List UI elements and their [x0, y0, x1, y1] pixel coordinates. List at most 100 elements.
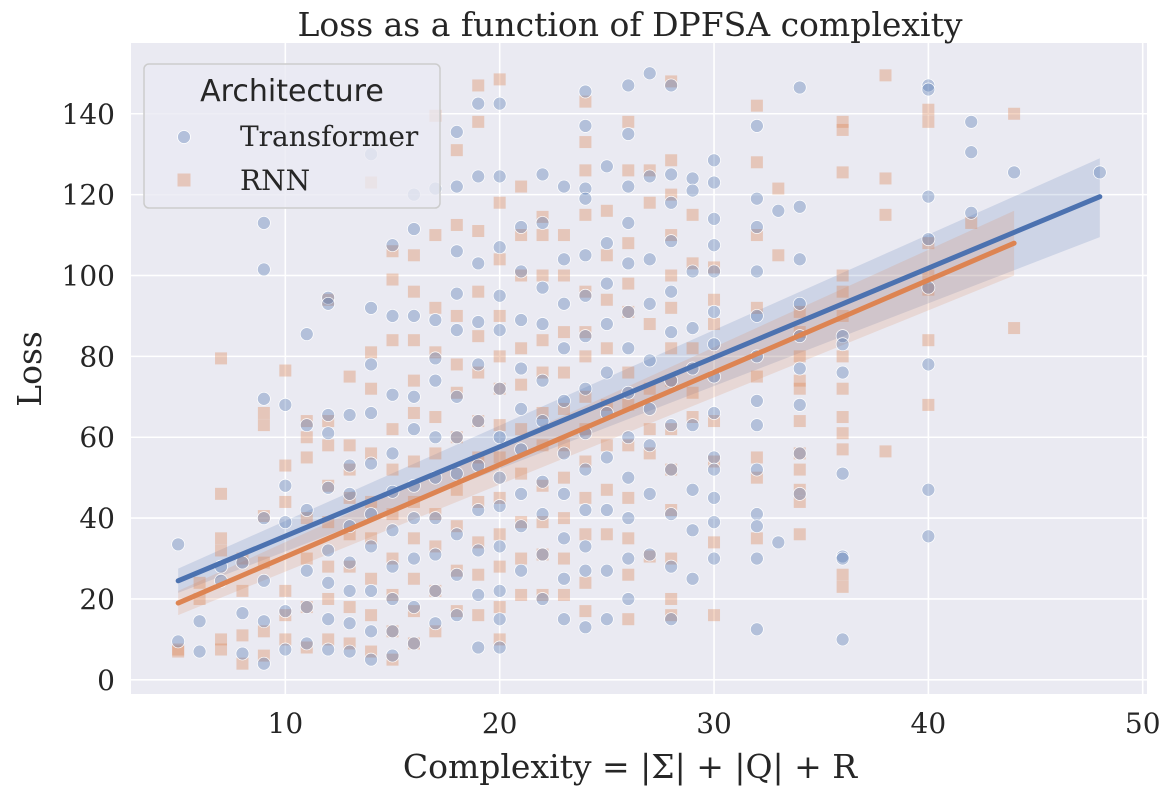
rnn-point	[622, 366, 635, 379]
rnn-point	[429, 540, 442, 553]
transformer-point	[342, 486, 357, 501]
transformer-point	[578, 119, 593, 133]
transformer-point	[535, 547, 550, 562]
rnn-point	[472, 225, 485, 238]
rnn-point	[300, 451, 313, 464]
transformer-point	[707, 212, 721, 226]
rnn-point	[686, 208, 699, 221]
rnn-point	[922, 115, 935, 128]
rnn-point	[579, 576, 592, 589]
legend-transformer-label: Transformer	[240, 120, 419, 153]
rnn-point	[493, 419, 506, 432]
transformer-point	[621, 78, 636, 93]
transformer-point	[1007, 165, 1021, 180]
transformer-point	[492, 288, 507, 303]
rnn-point	[793, 528, 806, 541]
rnn-point	[472, 536, 485, 549]
transformer-point	[707, 551, 721, 566]
transformer-point	[385, 387, 400, 402]
transformer-point	[685, 482, 700, 497]
rnn-point	[472, 609, 485, 622]
transformer-point	[492, 539, 507, 554]
rnn-point	[429, 229, 442, 242]
rnn-point	[536, 406, 549, 419]
transformer-point	[792, 446, 807, 461]
rnn-point	[750, 532, 763, 545]
rnn-point	[365, 382, 378, 395]
transformer-point	[664, 612, 679, 627]
transformer-point	[535, 216, 550, 230]
rnn-point	[515, 180, 528, 193]
transformer-point	[599, 236, 614, 251]
transformer-point	[321, 575, 336, 590]
transformer-point	[578, 563, 593, 578]
rnn-point	[665, 75, 678, 88]
transformer-point	[771, 535, 786, 550]
transformer-point	[299, 503, 314, 517]
rnn-point	[836, 427, 849, 440]
rnn-point	[322, 415, 335, 428]
transformer-point	[321, 480, 336, 495]
transformer-point	[750, 551, 764, 566]
transformer-point	[278, 642, 293, 657]
transformer-point	[342, 616, 357, 631]
transformer-point	[557, 393, 571, 408]
rnn-point	[750, 99, 763, 112]
rnn-point	[322, 479, 335, 492]
rnn-point	[579, 455, 592, 468]
transformer-point	[471, 543, 486, 558]
rnn-point	[836, 269, 849, 282]
rnn-point	[365, 609, 378, 622]
rnn-point	[922, 283, 935, 296]
transformer-point	[578, 181, 593, 196]
transformer-point	[449, 567, 464, 582]
transformer-point	[257, 391, 271, 406]
rnn-point	[472, 568, 485, 581]
rnn-point	[472, 415, 485, 428]
rnn-point	[215, 487, 228, 500]
transformer-point	[192, 614, 207, 629]
rnn-point	[257, 406, 270, 419]
rnn-point	[922, 334, 935, 347]
transformer-point	[492, 430, 507, 445]
rnn-point	[386, 423, 399, 436]
transformer-point	[642, 353, 657, 368]
transformer-point	[257, 511, 271, 525]
rnn-point	[515, 423, 528, 436]
rnn-point	[557, 402, 570, 415]
transformer-point	[385, 309, 400, 323]
transformer-point	[492, 470, 507, 485]
transformer-point	[642, 296, 657, 311]
rnn-point	[365, 645, 378, 658]
y-tick-label: 120	[62, 179, 115, 212]
rnn-point	[750, 156, 763, 169]
transformer-point	[664, 167, 679, 182]
regression-lines	[175, 194, 1103, 606]
rnn-point	[407, 285, 420, 298]
transformer-point	[235, 606, 250, 620]
rnn-point	[493, 350, 506, 363]
transformer-point	[514, 361, 528, 376]
transformer-point	[557, 252, 571, 267]
transformer-point	[535, 280, 550, 295]
rnn-point	[622, 277, 635, 290]
rnn-point	[750, 370, 763, 383]
rnn-point	[643, 318, 656, 331]
rnn-point	[493, 633, 506, 646]
transformer-point	[407, 389, 421, 404]
rnn-point	[665, 609, 678, 622]
transformer-point	[621, 127, 636, 141]
transformer-point	[449, 608, 464, 623]
transformer-point	[364, 539, 378, 554]
transformer-point	[578, 462, 593, 477]
rnn-point	[708, 536, 721, 549]
transformer-point	[750, 119, 764, 133]
rnn-point	[450, 520, 463, 533]
transformer-point	[449, 430, 464, 445]
rnn-point	[429, 447, 442, 460]
rnn-points	[172, 69, 1021, 670]
transformer-point	[835, 466, 850, 481]
transformer-point	[771, 203, 786, 218]
transformer-point	[750, 393, 764, 408]
transformer-point	[535, 317, 550, 331]
